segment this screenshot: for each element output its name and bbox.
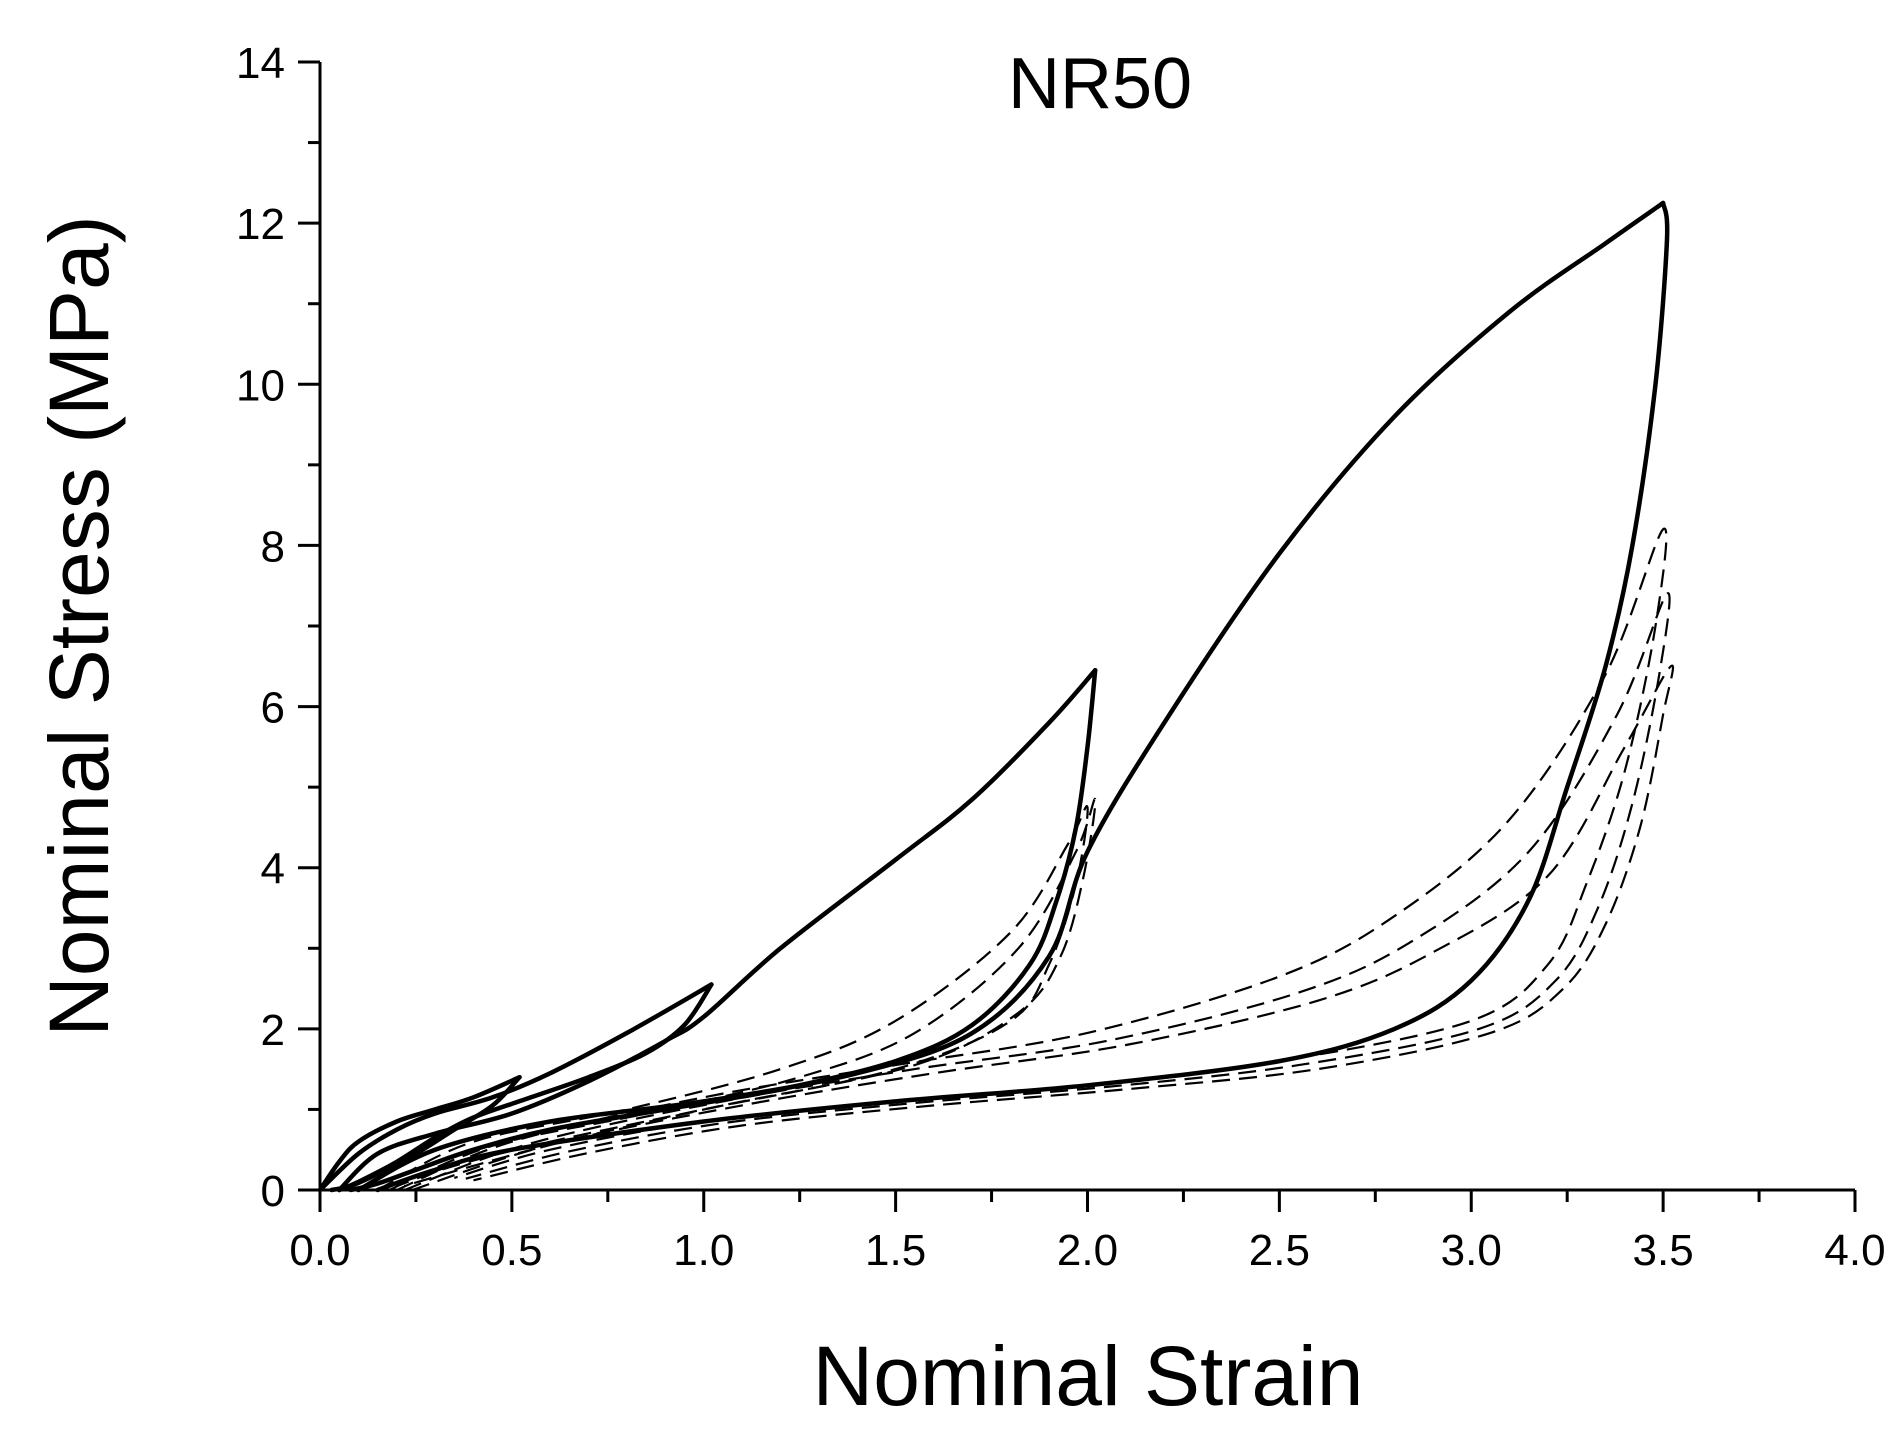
y-tick-label: 0 bbox=[261, 1167, 285, 1216]
y-tick-label: 14 bbox=[236, 39, 285, 88]
series-cycle-2.0-repeat-1 bbox=[377, 804, 1089, 1191]
series-cycle-3.5-unload bbox=[375, 200, 1670, 1193]
series-cycle-0.5-load bbox=[317, 1074, 522, 1193]
x-axis-label: Nominal Strain bbox=[813, 1329, 1364, 1423]
series-cycle-2.0-unload bbox=[348, 668, 1098, 1193]
y-tick-label: 2 bbox=[261, 1006, 285, 1055]
chart-title: NR50 bbox=[1008, 44, 1192, 124]
y-tick-label: 6 bbox=[261, 684, 285, 733]
ticks: 0.0 0.5 1.0 1.5 2.0 2.5 3.0 3.5 4.0 0 2 4 6 8 10 12 14 bbox=[236, 39, 1886, 1275]
y-tick-label: 8 bbox=[261, 522, 285, 571]
x-tick-label: 1.0 bbox=[673, 1226, 734, 1275]
x-tick-label: 0.5 bbox=[481, 1226, 542, 1275]
x-tick-label: 2.5 bbox=[1249, 1226, 1310, 1275]
x-tick-label: 3.0 bbox=[1441, 1226, 1502, 1275]
x-tick-label: 4.0 bbox=[1824, 1226, 1885, 1275]
y-tick-label: 4 bbox=[261, 845, 285, 894]
series-cycle-2.0-repeat-2 bbox=[388, 798, 1097, 1192]
series-cycle-3.5-repeat-3 bbox=[411, 664, 1675, 1192]
x-tick-label: 1.5 bbox=[865, 1226, 926, 1275]
y-axis-label: Nominal Stress (MPa) bbox=[32, 215, 126, 1037]
series-cycle-3.5-repeat-1 bbox=[396, 527, 1668, 1192]
y-tick-label: 12 bbox=[236, 200, 285, 249]
series-cycle-2.0-load bbox=[336, 668, 1098, 1193]
x-tick-label: 0.0 bbox=[289, 1226, 350, 1275]
series-cycle-3.5-load bbox=[356, 200, 1666, 1193]
series-cycle-3.5-repeat-2 bbox=[404, 592, 1671, 1192]
x-tick-label: 3.5 bbox=[1633, 1226, 1694, 1275]
x-tick-label: 2.0 bbox=[1057, 1226, 1118, 1275]
y-tick-label: 10 bbox=[236, 361, 285, 410]
series-cycle-1.0-load bbox=[317, 982, 714, 1193]
curves bbox=[317, 200, 1675, 1193]
